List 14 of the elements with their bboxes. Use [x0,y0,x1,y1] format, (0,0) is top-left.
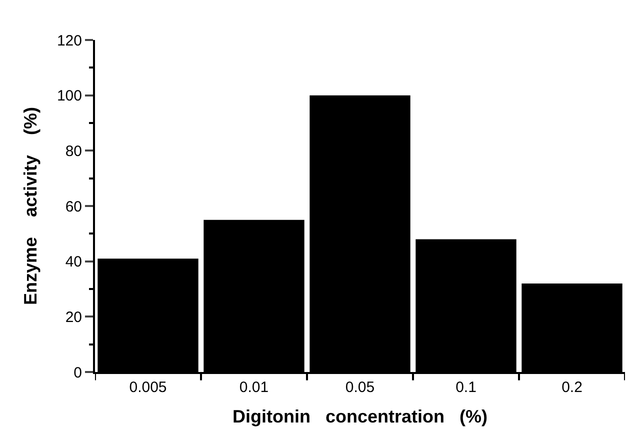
x-tick-label: 0.05 [345,379,375,396]
x-tick-label: 0.2 [562,379,582,396]
y-axis-title: Enzyme activity (%) [20,106,41,306]
x-axis-title: Digitonin concentration (%) [232,406,488,427]
x-tick-label: 0.01 [239,379,269,396]
x-tick-label: 0.1 [456,379,476,396]
y-tick-label: 20 [65,308,82,326]
y-tick-label: 80 [65,142,82,160]
y-tick-label: 0 [74,364,82,382]
y-tick-label: 40 [65,254,82,271]
x-tick-label: 0.005 [129,379,167,396]
y-tick-label: 120 [56,32,82,50]
y-tick-label: 60 [65,198,82,216]
y-tick-label: 100 [56,88,82,105]
